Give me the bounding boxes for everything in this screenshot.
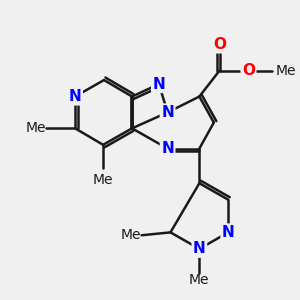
Text: N: N	[69, 89, 82, 104]
Text: Me: Me	[26, 121, 46, 135]
Text: O: O	[242, 63, 255, 78]
Text: N: N	[193, 241, 206, 256]
Text: N: N	[161, 105, 174, 120]
Text: N: N	[152, 76, 165, 92]
Text: Me: Me	[189, 273, 210, 287]
Text: N: N	[161, 141, 174, 156]
Text: Me: Me	[93, 173, 113, 187]
Text: Me: Me	[121, 228, 142, 242]
Text: N: N	[222, 225, 235, 240]
Text: O: O	[213, 37, 226, 52]
Text: Me: Me	[276, 64, 296, 77]
